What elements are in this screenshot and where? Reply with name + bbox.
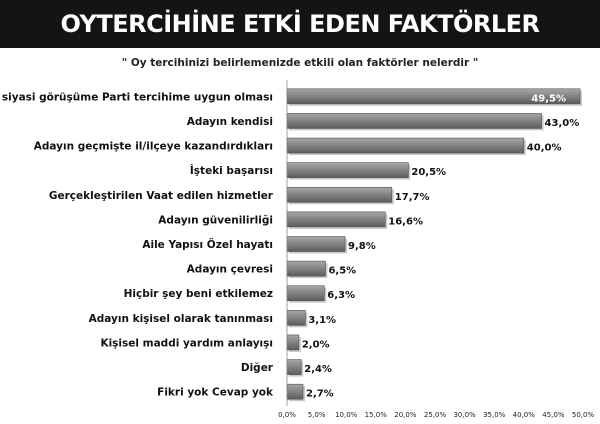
value-label: 43,0%	[545, 118, 580, 129]
x-tick-label: 15,0%	[365, 411, 388, 419]
bar	[286, 211, 386, 228]
value-label: 16,6%	[388, 216, 423, 227]
x-tick-label: 10,0%	[335, 411, 358, 419]
bar	[286, 310, 306, 326]
x-tick-label: 45,0%	[542, 411, 565, 419]
x-tick-label: 20,0%	[394, 411, 417, 419]
category-label: Gerçekleştirilen Vaat edilen hizmetler	[49, 190, 274, 202]
value-label: 3,1%	[308, 315, 336, 326]
value-label: 9,8%	[348, 241, 376, 252]
bar	[286, 137, 525, 154]
x-tick-label: 40,0%	[513, 411, 536, 419]
value-label: 17,7%	[395, 192, 430, 203]
category-label: Adayın kendisi	[187, 116, 273, 128]
category-label: Adayın geçmişte il/ilçeye kazandırdıklar…	[34, 141, 273, 153]
category-label: Aile Yapısı Özel hayatı	[142, 237, 273, 251]
value-label: 2,7%	[306, 389, 334, 400]
x-tick-label: 0,0%	[278, 411, 296, 419]
category-label: Adayın çevresi	[187, 264, 273, 276]
value-label: 2,4%	[304, 364, 332, 375]
category-label: İşteki başarısı	[190, 163, 273, 177]
category-label: Kişisel maddi yardım anlayışı	[100, 337, 273, 349]
value-label: 49,5%	[531, 93, 566, 104]
value-label: 6,5%	[328, 266, 356, 277]
value-label: 20,5%	[411, 167, 446, 178]
bar	[286, 186, 393, 203]
bar	[286, 162, 409, 178]
x-tick-label: 30,0%	[453, 411, 476, 419]
x-tick-label: 50,0%	[572, 411, 595, 419]
x-tick-label: 5,0%	[308, 411, 326, 419]
page-title: OYTERCİHİNE ETKİ EDEN FAKTÖRLER	[60, 10, 540, 38]
category-label: Diğer	[241, 362, 274, 374]
category-label: Hiçbir şey beni etkilemez	[124, 288, 273, 300]
bar	[286, 383, 304, 400]
value-label: 6,3%	[327, 290, 355, 301]
value-label: 2,0%	[302, 339, 330, 350]
category-label: Fikri yok Cevap yok	[157, 387, 274, 399]
x-tick-label: 25,0%	[424, 411, 447, 419]
title-banner: OYTERCİHİNE ETKİ EDEN FAKTÖRLER	[0, 0, 600, 48]
category-label: Adayın kişisel olarak tanınması	[89, 313, 273, 325]
bar	[286, 236, 346, 252]
value-label: 40,0%	[527, 143, 562, 154]
category-label: Adayın güvenilirliği	[158, 214, 273, 226]
x-tick-label: 35,0%	[483, 411, 506, 419]
bar	[286, 260, 326, 277]
chart-subtitle: " Oy tercihinizi belirlemenizde etkili o…	[121, 57, 479, 69]
bar	[286, 113, 542, 129]
bar	[286, 359, 302, 375]
bar	[286, 334, 300, 351]
category-label: Adayın siyasi görüşüme Parti tercihime u…	[0, 91, 273, 103]
bar	[286, 285, 325, 302]
